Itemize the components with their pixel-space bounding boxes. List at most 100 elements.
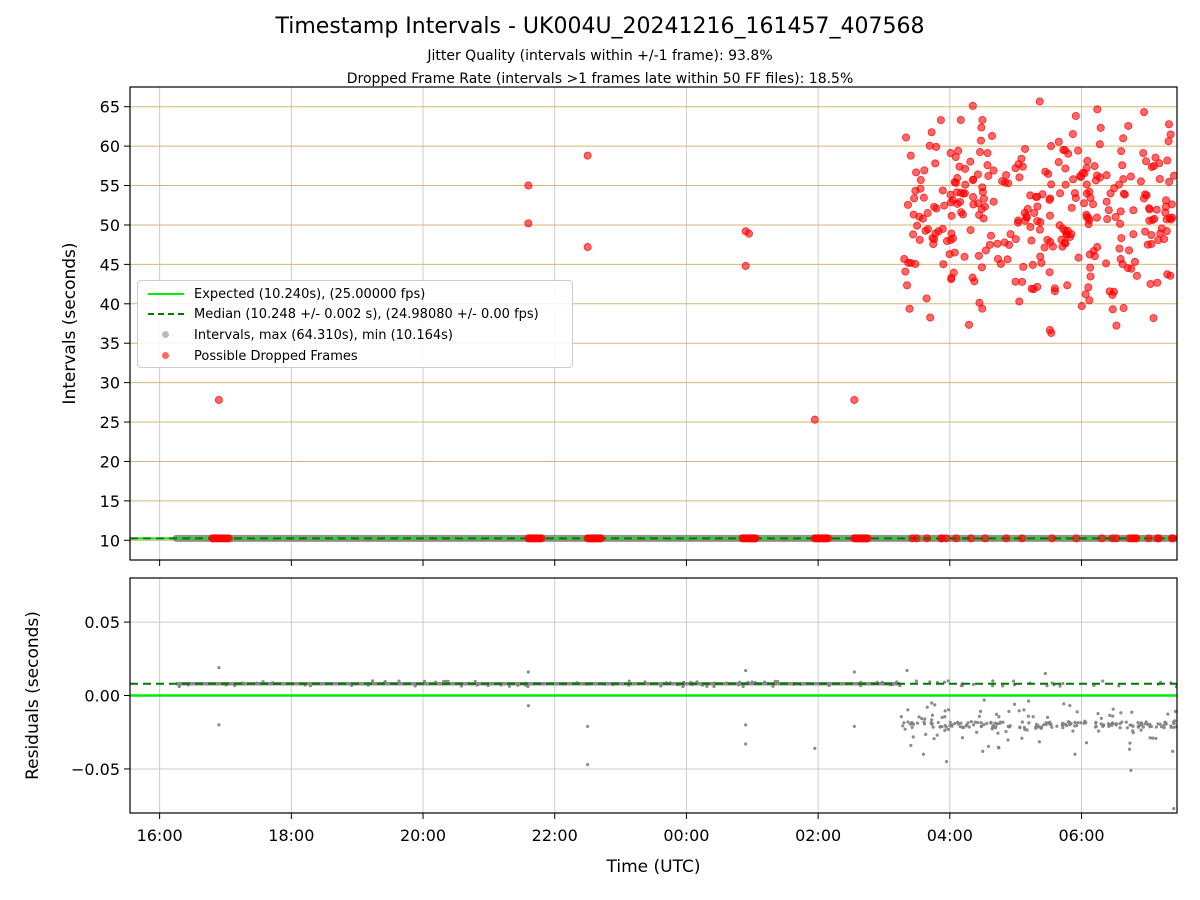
residual-scatter-point-174: [948, 723, 952, 728]
dropped-point-dense-215: [1153, 278, 1162, 287]
residual-scatter-point-228: [909, 743, 913, 748]
dropped-point-dense-227: [1037, 258, 1046, 267]
top-ytick-label-55: 55: [100, 177, 120, 196]
residual-outlier-4: [586, 724, 590, 728]
residual-scatter-point-104: [1045, 684, 1049, 688]
dropped-point-dense-17: [1119, 175, 1128, 184]
legend-swatch-dropped: [162, 352, 169, 359]
residual-band-point-20: [233, 683, 237, 688]
residual-scatter-point-225: [1128, 723, 1132, 727]
dropped-point-dense-79: [927, 128, 936, 137]
dropped-point-dense-186: [915, 235, 924, 244]
legend-swatch-expected: [148, 293, 184, 295]
residual-scatter-point-47: [998, 720, 1003, 724]
dropped-point-dense-192: [1054, 158, 1063, 167]
dropped-point-dense-247: [1076, 172, 1085, 181]
dropped-point-dense-14: [1014, 218, 1023, 227]
residual-scatter-point-245: [1061, 681, 1065, 686]
bottom-xtick-label-4: 00:00: [663, 826, 709, 845]
dropped-point-dense-316: [1084, 220, 1093, 229]
residual-scatter-point-162: [1008, 724, 1012, 728]
residual-outlier-5: [586, 762, 590, 767]
dropped-point-dense-100: [1119, 304, 1128, 313]
residual-scatter-point-166: [924, 732, 928, 736]
dropped-point-dense-low-24: [1168, 534, 1177, 543]
dropped-point-dense-144: [989, 197, 998, 206]
residual-scatter-point-210: [1050, 725, 1054, 729]
legend-label-expected: Expected (10.240s), (25.00000 fps): [194, 286, 426, 302]
dropped-point-dense-235: [1156, 229, 1165, 238]
residual-band-point-87: [516, 683, 520, 687]
dropped-point-dense-21: [1147, 231, 1156, 240]
dropped-point-dense-248: [1026, 222, 1035, 231]
dropped-point-dense-214: [1061, 180, 1070, 189]
dropped-point-dense-239: [1069, 175, 1078, 184]
residual-band-point-15: [627, 679, 631, 683]
residual-scatter-point-204: [1065, 723, 1069, 728]
residual-scatter-point-2: [996, 731, 1000, 735]
dropped-point-dense-87: [1003, 255, 1012, 264]
bottom-ytick-label-0: 0.05: [84, 613, 120, 632]
dropped-point-dense-low-8: [981, 534, 990, 543]
residual-band-point-8: [659, 684, 663, 688]
residual-scatter-point-179: [948, 720, 952, 724]
residual-band-point-71: [895, 680, 899, 684]
dropped-point-dense-82: [1116, 207, 1125, 216]
residual-scatter-point-130: [1011, 679, 1016, 683]
bottom-plot-area: [130, 665, 1177, 811]
residual-scatter-point-35: [1026, 714, 1031, 718]
dropped-point-dense-172: [1117, 147, 1126, 156]
dropped-point-dense-271: [1139, 194, 1148, 203]
dropped-point-dense-251: [989, 166, 998, 175]
dropped-point-dense-low-21: [1132, 534, 1141, 543]
dropped-point-dense-283: [1163, 270, 1172, 279]
residual-scatter-point-118: [903, 727, 907, 731]
residual-scatter-point-160: [923, 717, 927, 721]
dropped-point-dense-265: [1082, 210, 1091, 219]
dropped-point-dense-74: [1082, 180, 1091, 189]
dropped-point-dense-175: [900, 254, 909, 263]
residual-scatter-point-197: [917, 715, 921, 719]
dropped-point-dense-60: [978, 115, 987, 124]
residual-scatter-point-124: [1018, 725, 1022, 729]
dropped-point-dense-low-12: [1108, 534, 1117, 543]
dropped-point-9: [850, 395, 859, 404]
dropped-point-dense-264: [1061, 164, 1070, 173]
dropped-point-dense-308: [1112, 321, 1121, 330]
residual-outlier-10: [852, 670, 856, 674]
top-ylabel: Intervals (seconds): [60, 242, 80, 404]
dropped-point-dense-137: [977, 123, 986, 132]
residual-band-point-67: [507, 684, 512, 688]
residual-scatter-point-148: [1050, 681, 1054, 685]
residual-scatter-point-92: [953, 721, 957, 726]
residual-scatter-point-182: [1058, 684, 1062, 688]
dropped-point-dense-160: [957, 208, 966, 217]
dropped-point-dense-125: [1063, 281, 1072, 290]
residual-scatter-point-74: [1099, 716, 1103, 720]
dropped-point-dense-257: [931, 159, 940, 168]
residual-scatter-point-123: [1131, 731, 1135, 735]
residual-outlier-13: [921, 752, 926, 756]
dropped-point-3: [583, 151, 592, 160]
dropped-point-dense-205: [1082, 189, 1091, 198]
residual-outlier-0: [217, 665, 221, 670]
residual-band-point-82: [177, 684, 181, 689]
dropped-point-dense-166: [1047, 142, 1056, 151]
residual-scatter-point-141: [1094, 721, 1098, 725]
residual-scatter-point-233: [943, 715, 947, 719]
dropped-point-dense-134: [940, 201, 949, 210]
dropped-point-dense-32: [1083, 156, 1092, 165]
dropped-point-dense-218: [905, 304, 914, 313]
dropped-point-dense-107: [1119, 189, 1128, 198]
dropped-point-dense-124: [1045, 268, 1054, 277]
residual-scatter-point-178: [911, 722, 916, 726]
dropped-point-dense-28: [1011, 277, 1020, 286]
residual-outlier-18: [1073, 752, 1077, 756]
dropped-point-dense-169: [1080, 199, 1089, 208]
residual-scatter-point-132: [910, 725, 914, 730]
dropped-point-dense-312: [911, 260, 920, 269]
residual-scatter-point-173: [930, 718, 934, 722]
residual-outlier-2: [526, 670, 530, 674]
residual-outlier-1: [217, 723, 221, 727]
residual-scatter-point-172: [1055, 724, 1059, 728]
